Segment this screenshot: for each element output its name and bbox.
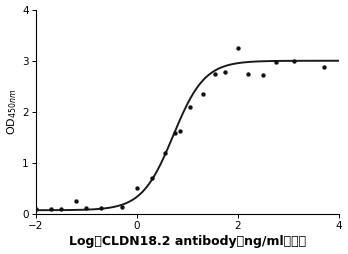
Point (73, 198, 79, 202)
Point (33, 207, 39, 211)
Point (261, 73, 266, 77)
Point (119, 205, 125, 209)
Point (149, 177, 155, 181)
Point (187, 105, 193, 109)
Point (99, 206, 104, 210)
Point (177, 129, 183, 133)
Point (48, 207, 54, 211)
X-axis label: Log（CLDN18.2 antibody（ng/ml）　）: Log（CLDN18.2 antibody（ng/ml） ） (69, 235, 306, 248)
Point (58, 207, 64, 211)
Point (235, 46, 241, 50)
Point (162, 151, 167, 155)
Point (212, 72, 218, 76)
Point (245, 72, 251, 76)
Point (84, 206, 89, 210)
Point (273, 60, 279, 64)
Point (134, 186, 140, 190)
Point (223, 70, 228, 74)
Point (321, 65, 327, 69)
Y-axis label: OD$_{450nm}$: OD$_{450nm}$ (6, 89, 19, 135)
Point (200, 92, 205, 96)
Point (172, 131, 177, 135)
Point (291, 59, 296, 63)
